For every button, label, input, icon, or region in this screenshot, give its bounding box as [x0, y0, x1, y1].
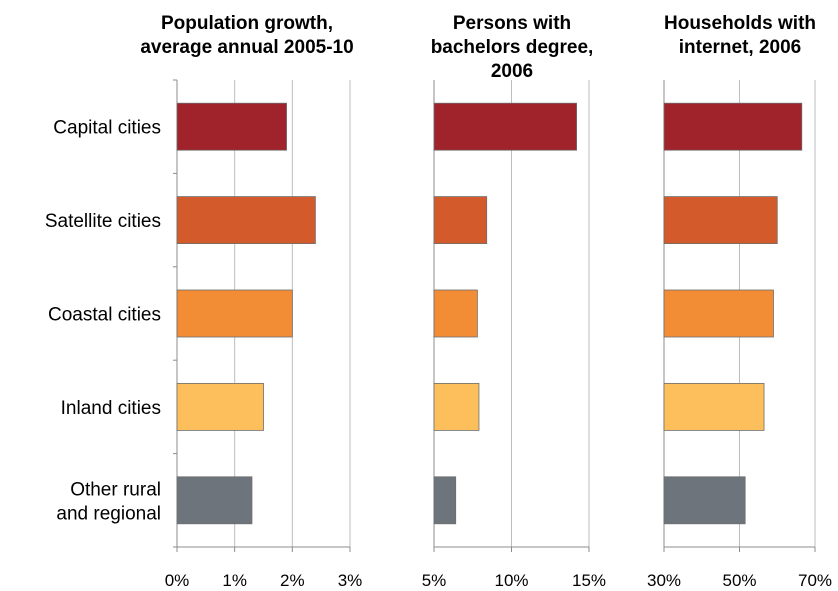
bar — [663, 382, 765, 431]
bar — [433, 476, 457, 525]
x-tick-label: 5% — [422, 571, 447, 590]
bar — [663, 289, 774, 338]
bar — [663, 196, 778, 245]
bar — [433, 289, 478, 338]
panel-title: average annual 2005-10 — [140, 37, 353, 58]
x-tick-label: 0% — [165, 571, 190, 590]
x-tick-label: 50% — [722, 571, 756, 590]
panel-title: Population growth, — [161, 13, 333, 34]
bar — [176, 476, 253, 525]
category-label: and regional — [56, 503, 161, 524]
bar — [176, 289, 293, 338]
panel-title: Persons with — [453, 13, 571, 34]
bar — [433, 382, 480, 431]
panel-title: 2006 — [491, 61, 533, 82]
x-tick-label: 3% — [338, 571, 363, 590]
category-label: Capital cities — [53, 118, 161, 139]
bar — [176, 196, 316, 245]
bar — [433, 196, 488, 245]
bar — [176, 382, 264, 431]
bar — [663, 476, 746, 525]
x-tick-label: 30% — [647, 571, 681, 590]
category-label: Inland cities — [61, 398, 161, 419]
x-tick-label: 2% — [280, 571, 305, 590]
x-tick-label: 10% — [494, 571, 528, 590]
bar — [663, 102, 803, 151]
x-tick-label: 1% — [222, 571, 247, 590]
category-label: Coastal cities — [48, 305, 161, 326]
x-tick-label: 70% — [798, 571, 832, 590]
bar — [433, 102, 578, 151]
bar — [176, 102, 287, 151]
panel-title: internet, 2006 — [679, 37, 802, 58]
category-label: Satellite cities — [45, 211, 161, 232]
panel-title: Households with — [664, 13, 816, 34]
panel-title: bachelors degree, — [431, 37, 594, 58]
category-label: Other rural — [70, 479, 161, 500]
x-tick-label: 15% — [572, 571, 606, 590]
